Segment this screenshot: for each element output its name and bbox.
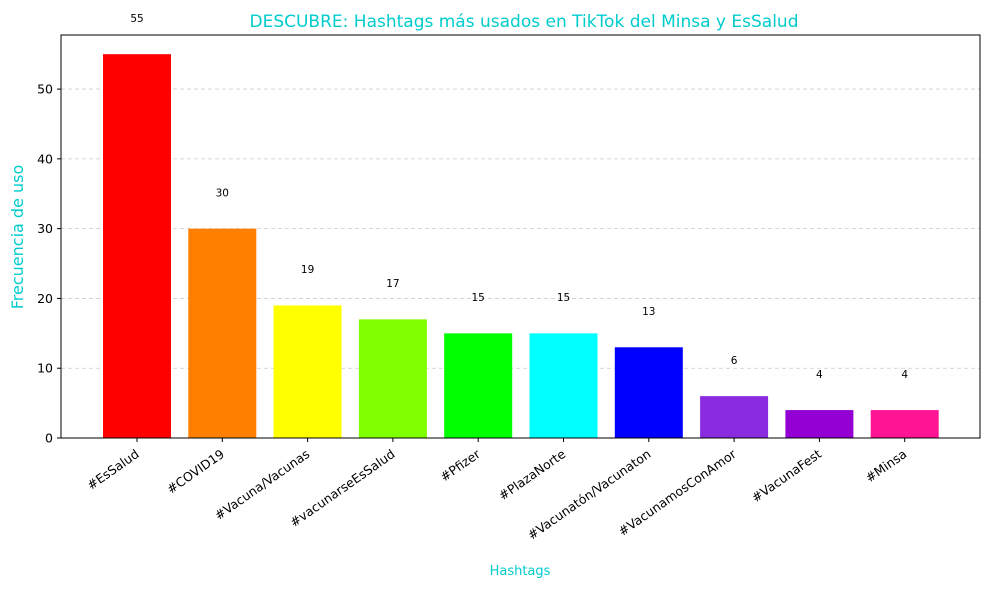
- bars: [103, 54, 939, 438]
- y-axis-label: Frecuencia de uso: [8, 165, 27, 310]
- bar: [103, 54, 171, 438]
- data-label: 13: [642, 306, 655, 318]
- plot-frame: [60, 34, 981, 439]
- chart-title: DESCUBRE: Hashtags más usados en TikTok …: [250, 12, 799, 32]
- bar: [529, 333, 598, 438]
- y-tick-label: 10: [37, 361, 53, 376]
- y-tick-label: 40: [37, 151, 53, 166]
- x-axis-label: Hashtags: [490, 564, 551, 579]
- data-label: 6: [731, 355, 738, 367]
- data-label: 55: [130, 13, 143, 25]
- data-label: 15: [557, 292, 570, 304]
- bar: [614, 347, 683, 438]
- bar: [700, 396, 769, 438]
- data-label: 30: [216, 187, 229, 199]
- data-label: 4: [901, 369, 908, 381]
- bar: [273, 305, 342, 438]
- y-axis: 0 10 20 30 40 50: [37, 82, 61, 446]
- data-label: 4: [816, 369, 823, 381]
- bar: [444, 333, 513, 438]
- bar: [188, 228, 257, 438]
- y-tick-label: 20: [37, 291, 53, 306]
- data-label: 17: [386, 278, 399, 290]
- bar: [785, 410, 854, 438]
- bar: [358, 319, 427, 438]
- data-label: 15: [472, 292, 485, 304]
- bar: [870, 410, 939, 438]
- y-tick-label: 30: [37, 221, 53, 236]
- y-tick-label: 50: [37, 82, 53, 97]
- data-labels: 55 30 19 17 15 15 13 6 4 4: [130, 13, 908, 381]
- data-label: 19: [301, 264, 314, 276]
- y-tick-label: 0: [45, 431, 53, 446]
